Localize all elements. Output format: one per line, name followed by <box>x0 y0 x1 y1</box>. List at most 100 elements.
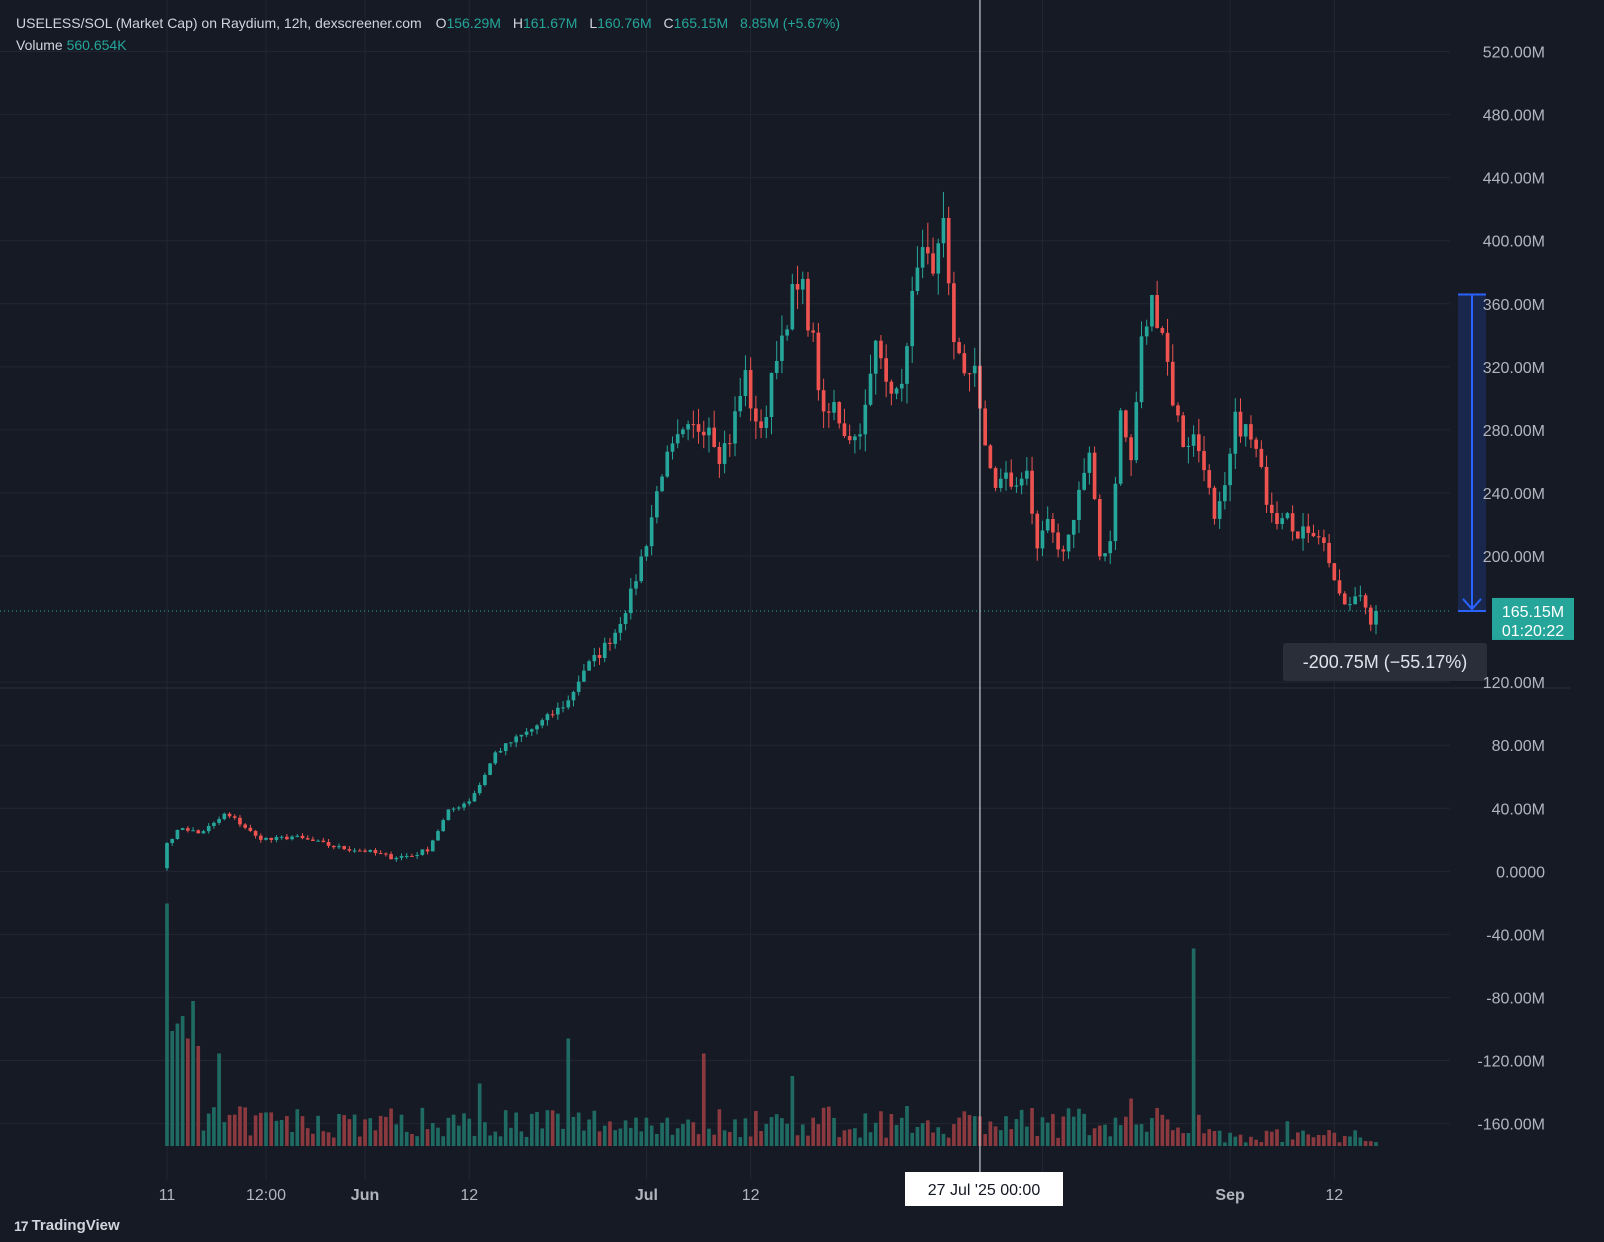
price-axis-label: 200.00M <box>1483 549 1545 566</box>
volume-bar <box>592 1110 597 1146</box>
volume-bar <box>243 1107 247 1146</box>
candle-body <box>618 623 623 633</box>
candle-body <box>316 840 320 842</box>
candle-body <box>733 411 737 444</box>
volume-bar <box>201 1130 206 1146</box>
candle-body <box>1108 541 1113 554</box>
volume-bar <box>1322 1135 1326 1146</box>
candle-series <box>165 191 1378 871</box>
candle-body <box>1296 531 1300 539</box>
measure-label-bg <box>1283 643 1487 681</box>
volume-bar <box>946 1137 951 1146</box>
candle-body <box>1374 610 1378 625</box>
candle-body <box>649 517 654 547</box>
volume-bar <box>1254 1139 1258 1146</box>
volume-bar <box>889 1114 894 1146</box>
candle-body <box>368 850 373 852</box>
candle-body <box>644 546 649 557</box>
candle-body <box>425 849 430 852</box>
volume-bar <box>1275 1129 1279 1146</box>
volume-bar <box>868 1132 873 1146</box>
volume-bar <box>1316 1134 1321 1146</box>
volume-bar <box>180 1016 185 1146</box>
volume-bar <box>524 1136 529 1146</box>
volume-bar <box>389 1108 393 1146</box>
volume-bar <box>821 1107 826 1146</box>
volume-bar <box>905 1106 909 1146</box>
tradingview-logo-icon: 17 <box>14 1217 29 1234</box>
candle-body <box>884 358 888 382</box>
volume-bar <box>1040 1117 1045 1146</box>
volume-bar <box>1249 1136 1253 1146</box>
volume-bar <box>998 1130 1003 1146</box>
volume-bar <box>420 1107 425 1146</box>
volume-bar <box>1296 1132 1300 1146</box>
candle-body <box>899 383 904 389</box>
time-axis-label: Jul <box>635 1187 658 1204</box>
candle-body <box>503 743 508 752</box>
candle-body <box>1332 563 1337 581</box>
candle-body <box>873 340 878 374</box>
volume-bar <box>571 1116 576 1146</box>
volume-bar <box>780 1118 784 1146</box>
candle-body <box>988 445 993 469</box>
volume-bar <box>1311 1137 1316 1146</box>
volume-bar <box>503 1110 508 1146</box>
candle-body <box>926 247 930 254</box>
volume-bar <box>847 1129 852 1146</box>
volume-bar <box>665 1117 670 1146</box>
price-axis-label: 240.00M <box>1483 486 1545 503</box>
candle-body <box>780 335 784 361</box>
price-axis-label: 0.0000 <box>1496 864 1545 881</box>
volume-bar <box>1228 1132 1232 1146</box>
candle-body <box>212 822 216 827</box>
measure-tool[interactable]: -200.75M (−55.17%) <box>1283 293 1487 681</box>
candle-body <box>498 751 503 753</box>
candle-body <box>628 588 633 614</box>
candle-body <box>1066 534 1071 552</box>
volume-bar <box>842 1130 847 1146</box>
tradingview-logo[interactable]: 17 TradingView <box>14 1217 120 1234</box>
volume-bar <box>826 1106 831 1146</box>
volume-bar <box>514 1112 518 1146</box>
volume-bar <box>410 1133 414 1146</box>
volume-bar <box>1264 1130 1269 1146</box>
volume-bar <box>556 1113 560 1146</box>
candle-body <box>488 763 492 775</box>
candle-body <box>269 837 274 840</box>
volume-bar <box>1290 1139 1295 1146</box>
symbol-title[interactable]: USELESS/SOL (Market Cap) on Raydium, 12h… <box>16 15 422 31</box>
volume-bar <box>337 1113 341 1146</box>
volume-bar <box>1301 1130 1305 1146</box>
volume-bar <box>863 1113 868 1146</box>
candle-body <box>920 247 925 268</box>
time-axis-label: 11 <box>159 1187 176 1204</box>
candle-body <box>993 468 998 488</box>
volume-bar <box>561 1128 565 1146</box>
candle-body <box>613 632 617 644</box>
candle-body <box>670 443 675 452</box>
price-axis[interactable]: 520.00M 480.00M 440.00M 400.00M 360.00M 320.0… <box>1477 45 1545 1134</box>
candle-body <box>1285 513 1290 519</box>
price-axis-label: 120.00M <box>1483 675 1545 692</box>
volume-bar <box>608 1121 612 1146</box>
candle-body <box>1290 513 1295 532</box>
volume-bar <box>347 1119 352 1146</box>
candle-body <box>759 421 763 428</box>
candle-body <box>509 742 513 744</box>
volume-bar <box>1045 1122 1050 1146</box>
candle-body <box>524 731 529 735</box>
volume-bar <box>1285 1121 1290 1146</box>
volume-bar <box>926 1120 930 1146</box>
volume-bar <box>873 1122 878 1146</box>
volume-bar <box>1368 1141 1373 1146</box>
candle-body <box>1170 361 1175 406</box>
candle-body <box>1217 501 1222 519</box>
volume-bar <box>196 1046 201 1146</box>
volume-label[interactable]: Volume <box>16 37 63 53</box>
candle-body <box>1316 536 1321 538</box>
candle-body <box>738 395 743 412</box>
